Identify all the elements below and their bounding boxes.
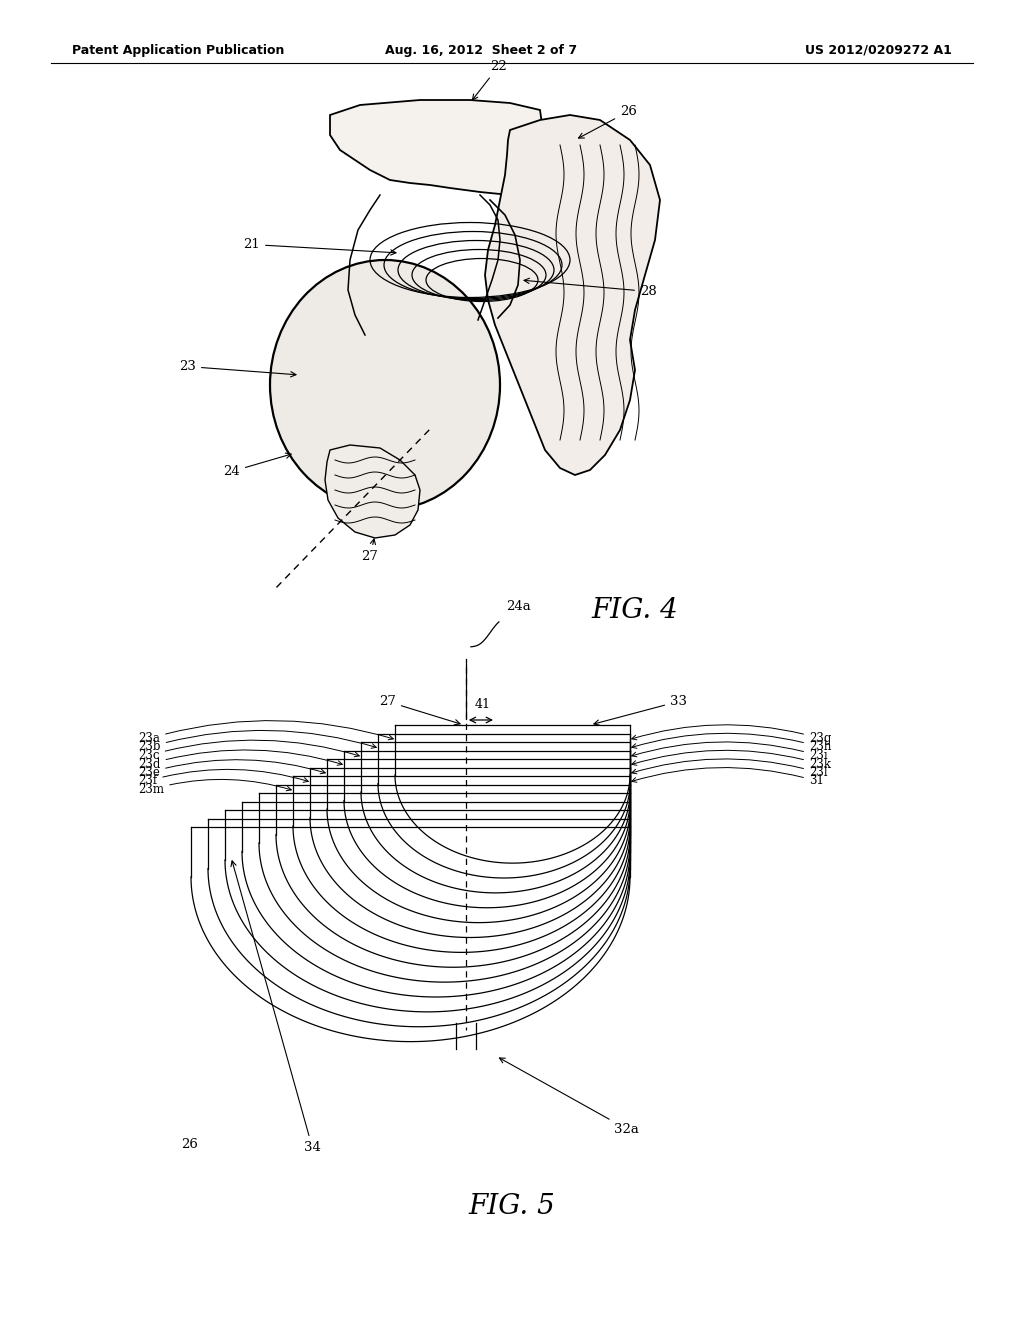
Text: 27: 27: [361, 539, 379, 564]
Polygon shape: [330, 100, 545, 195]
Text: 23e: 23e: [138, 760, 326, 779]
Text: 34: 34: [231, 861, 321, 1154]
Text: FIG. 5: FIG. 5: [469, 1193, 555, 1221]
Text: 21: 21: [244, 238, 396, 255]
Text: 23b: 23b: [138, 730, 376, 754]
Polygon shape: [325, 445, 420, 539]
Text: Aug. 16, 2012  Sheet 2 of 7: Aug. 16, 2012 Sheet 2 of 7: [385, 44, 578, 57]
Text: 26: 26: [181, 1138, 198, 1151]
Text: 23: 23: [179, 360, 296, 378]
Text: FIG. 4: FIG. 4: [592, 597, 678, 624]
Text: 23h: 23h: [632, 734, 831, 754]
Text: 23k: 23k: [632, 750, 830, 771]
Ellipse shape: [270, 260, 500, 510]
Text: 41: 41: [475, 698, 490, 711]
Text: 23m: 23m: [138, 779, 291, 796]
Text: 26: 26: [579, 106, 637, 139]
Text: 23d: 23d: [138, 750, 342, 771]
Text: 33: 33: [594, 696, 687, 725]
Text: 23g: 23g: [632, 725, 831, 744]
Polygon shape: [485, 115, 660, 475]
Text: US 2012/0209272 A1: US 2012/0209272 A1: [806, 44, 952, 57]
Text: 24a: 24a: [506, 601, 530, 614]
Text: 23i: 23i: [632, 742, 827, 762]
Text: 31: 31: [632, 767, 824, 788]
Text: 23a: 23a: [138, 721, 393, 744]
Text: Patent Application Publication: Patent Application Publication: [72, 44, 284, 57]
Text: 23c: 23c: [138, 741, 359, 762]
Text: 32a: 32a: [500, 1057, 639, 1135]
Text: 28: 28: [524, 279, 656, 298]
Text: 23l: 23l: [632, 759, 827, 779]
Text: 27: 27: [379, 696, 460, 725]
Text: 22: 22: [472, 59, 507, 100]
Text: 24: 24: [223, 453, 291, 478]
Text: 23f: 23f: [138, 770, 308, 788]
